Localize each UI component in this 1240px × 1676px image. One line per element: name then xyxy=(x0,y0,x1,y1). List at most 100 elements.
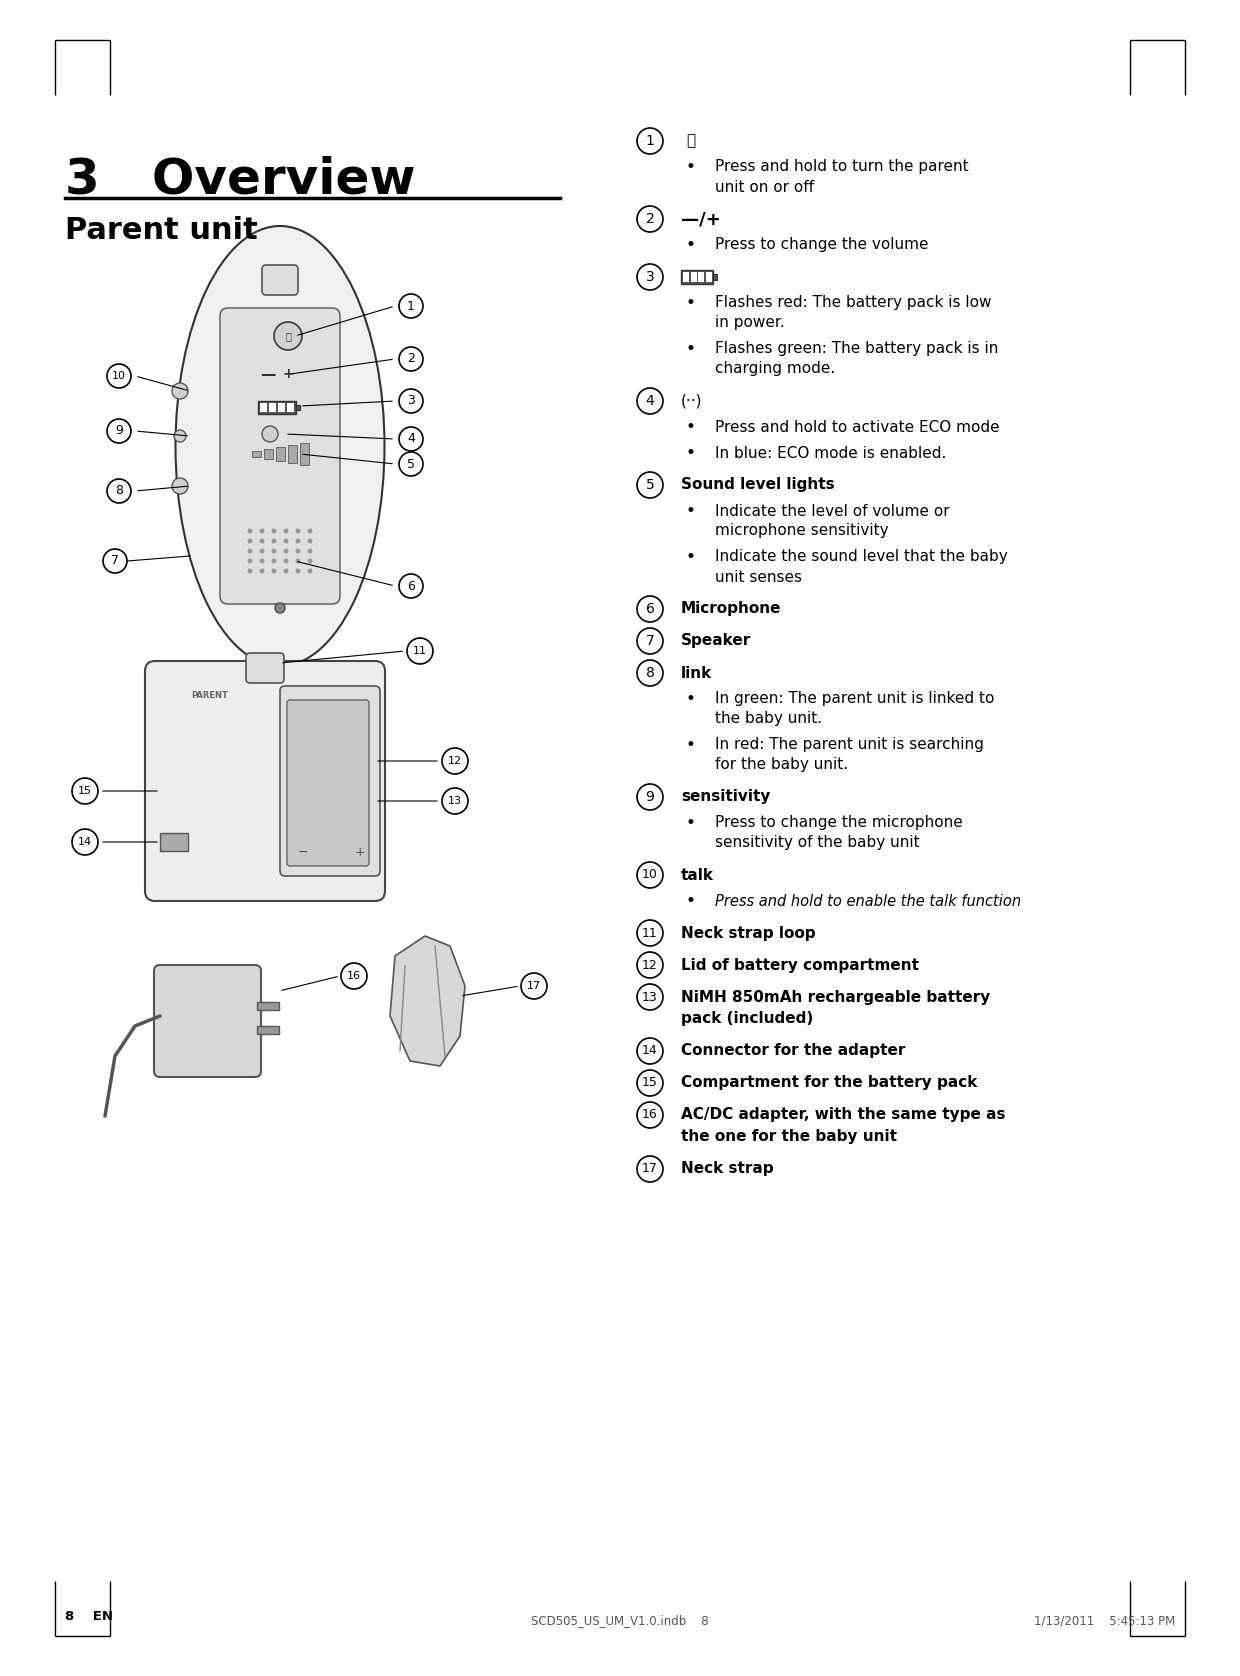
Text: the baby unit.: the baby unit. xyxy=(715,712,822,726)
Text: link: link xyxy=(681,665,712,680)
Text: 2: 2 xyxy=(407,352,415,365)
Text: pack (included): pack (included) xyxy=(681,1012,813,1026)
FancyBboxPatch shape xyxy=(262,265,298,295)
Text: Speaker: Speaker xyxy=(681,634,751,649)
Text: Lid of battery compartment: Lid of battery compartment xyxy=(681,957,919,972)
Bar xyxy=(698,272,704,282)
Text: In blue: ECO mode is enabled.: In blue: ECO mode is enabled. xyxy=(715,446,946,461)
Circle shape xyxy=(274,322,303,350)
Text: +: + xyxy=(355,846,366,860)
Text: •: • xyxy=(684,158,694,176)
Text: unit senses: unit senses xyxy=(715,570,802,585)
Text: Press and hold to enable the talk function: Press and hold to enable the talk functi… xyxy=(715,893,1021,908)
Bar xyxy=(160,833,188,851)
Circle shape xyxy=(248,558,253,563)
Text: •: • xyxy=(684,815,694,831)
Text: 16: 16 xyxy=(642,1108,658,1121)
Text: sensitivity: sensitivity xyxy=(681,789,770,804)
Text: Press and hold to activate ECO mode: Press and hold to activate ECO mode xyxy=(715,419,999,434)
Bar xyxy=(296,406,300,411)
Bar xyxy=(277,447,285,461)
Circle shape xyxy=(308,548,312,553)
Text: Indicate the level of volume or: Indicate the level of volume or xyxy=(715,503,950,518)
Text: 13: 13 xyxy=(448,796,463,806)
Circle shape xyxy=(284,528,289,533)
Bar xyxy=(286,402,294,412)
Circle shape xyxy=(272,548,277,553)
Text: +: + xyxy=(283,367,294,380)
Text: —: — xyxy=(260,367,275,382)
Text: Indicate the sound level that the baby: Indicate the sound level that the baby xyxy=(715,550,1008,565)
Text: Press to change the microphone: Press to change the microphone xyxy=(715,816,962,831)
Bar xyxy=(257,1002,279,1011)
Text: 3: 3 xyxy=(407,394,415,407)
Text: 8: 8 xyxy=(115,484,123,498)
Text: unit on or off: unit on or off xyxy=(715,179,813,194)
Text: Press to change the volume: Press to change the volume xyxy=(715,238,929,253)
Text: 3   Overview: 3 Overview xyxy=(64,156,415,204)
Circle shape xyxy=(308,558,312,563)
Circle shape xyxy=(248,538,253,543)
Text: 17: 17 xyxy=(642,1163,658,1175)
Text: •: • xyxy=(684,736,694,754)
Circle shape xyxy=(275,603,285,613)
Circle shape xyxy=(295,528,300,533)
Bar xyxy=(300,442,309,464)
Bar xyxy=(691,272,697,282)
FancyBboxPatch shape xyxy=(145,660,384,902)
Ellipse shape xyxy=(176,226,384,665)
Text: 5: 5 xyxy=(407,458,415,471)
FancyBboxPatch shape xyxy=(286,701,370,866)
Text: •: • xyxy=(684,236,694,255)
Text: 6: 6 xyxy=(646,602,655,617)
Text: •: • xyxy=(684,691,694,707)
Text: 9: 9 xyxy=(115,424,123,437)
Text: 7: 7 xyxy=(646,634,655,649)
Circle shape xyxy=(284,548,289,553)
Circle shape xyxy=(259,558,264,563)
Text: 12: 12 xyxy=(448,756,463,766)
Circle shape xyxy=(272,538,277,543)
Circle shape xyxy=(284,568,289,573)
Text: 5: 5 xyxy=(646,478,655,493)
Bar xyxy=(264,449,273,459)
Bar xyxy=(713,273,717,280)
Text: Flashes red: The battery pack is low: Flashes red: The battery pack is low xyxy=(715,295,992,310)
Circle shape xyxy=(259,528,264,533)
Text: 11: 11 xyxy=(413,645,427,655)
Text: −: − xyxy=(298,846,309,860)
Circle shape xyxy=(259,568,264,573)
Text: SCD505_US_UM_V1.0.indb    8: SCD505_US_UM_V1.0.indb 8 xyxy=(531,1614,709,1627)
Text: 14: 14 xyxy=(642,1044,658,1058)
Circle shape xyxy=(295,538,300,543)
Circle shape xyxy=(272,558,277,563)
Text: Compartment for the battery pack: Compartment for the battery pack xyxy=(681,1076,977,1091)
Bar xyxy=(681,270,713,283)
Text: ⏻: ⏻ xyxy=(686,134,696,149)
Circle shape xyxy=(308,528,312,533)
Text: (··): (··) xyxy=(681,394,703,409)
Bar xyxy=(278,402,285,412)
Circle shape xyxy=(295,568,300,573)
Text: 1/13/2011    5:45:13 PM: 1/13/2011 5:45:13 PM xyxy=(1034,1614,1176,1627)
Text: Neck strap loop: Neck strap loop xyxy=(681,925,816,940)
FancyBboxPatch shape xyxy=(154,965,260,1078)
Circle shape xyxy=(174,431,186,442)
Text: 10: 10 xyxy=(112,370,126,380)
Text: Connector for the adapter: Connector for the adapter xyxy=(681,1044,905,1059)
Circle shape xyxy=(308,568,312,573)
Text: •: • xyxy=(684,444,694,463)
Circle shape xyxy=(295,558,300,563)
Text: 6: 6 xyxy=(407,580,415,593)
Bar xyxy=(257,1026,279,1034)
Text: 11: 11 xyxy=(642,927,658,940)
Text: 15: 15 xyxy=(78,786,92,796)
Circle shape xyxy=(259,548,264,553)
Text: In green: The parent unit is linked to: In green: The parent unit is linked to xyxy=(715,692,994,707)
FancyBboxPatch shape xyxy=(246,654,284,684)
Circle shape xyxy=(284,558,289,563)
Text: in power.: in power. xyxy=(715,315,785,330)
Circle shape xyxy=(308,538,312,543)
Text: —/+: —/+ xyxy=(681,210,720,228)
Circle shape xyxy=(259,538,264,543)
